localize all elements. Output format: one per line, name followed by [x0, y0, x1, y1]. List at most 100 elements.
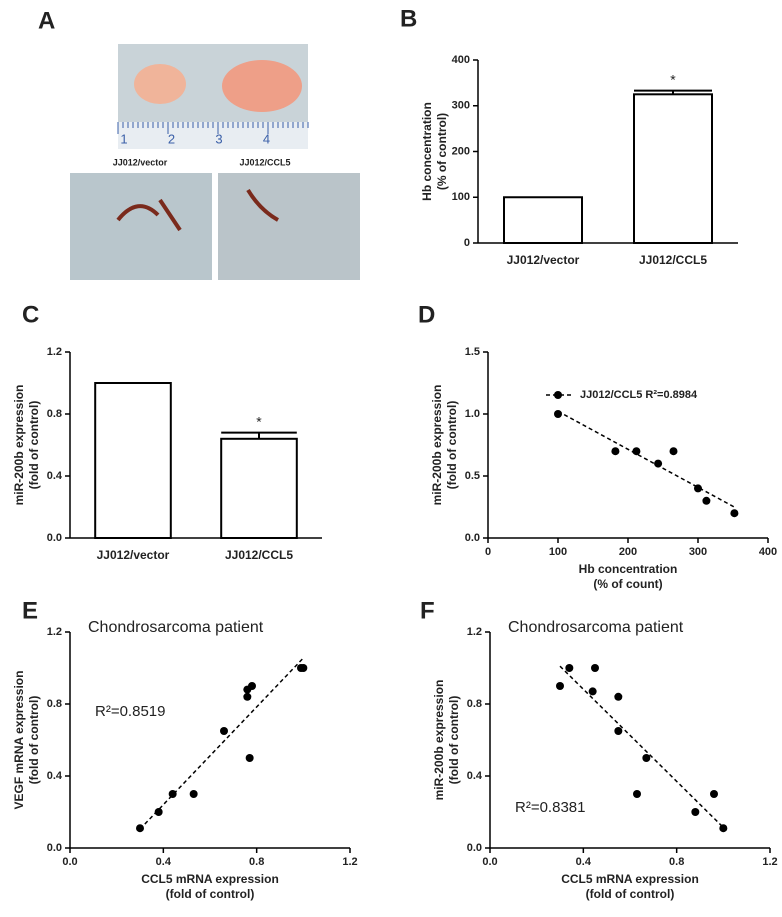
- ruler-label: 4: [263, 131, 270, 146]
- ruler-label: 2: [168, 131, 175, 146]
- x-tick-label: 0.4: [576, 856, 592, 868]
- data-point: [710, 790, 718, 798]
- panel-a-images: [70, 44, 360, 280]
- panel-label: E: [22, 597, 38, 624]
- bar: [94, 382, 172, 539]
- ruler-label: 3: [215, 131, 222, 146]
- y-tick-label: 100: [452, 191, 470, 203]
- x-tick-label: JJ012/CCL5: [225, 548, 293, 562]
- bar: [503, 196, 583, 244]
- data-point: [248, 682, 256, 690]
- data-point: [654, 459, 663, 468]
- y-tick-label: 0: [464, 237, 470, 249]
- data-point: [245, 754, 254, 762]
- r-squared-label: R²=0.8519: [95, 703, 165, 720]
- y-axis-label: (fold of control): [27, 401, 41, 490]
- panel-label: F: [420, 597, 435, 624]
- data-point: [694, 484, 702, 493]
- data-point: [702, 496, 711, 505]
- y-tick-label: 1.2: [47, 626, 62, 638]
- data-point: [632, 447, 641, 456]
- tumor-vector: [134, 64, 186, 104]
- data-point: [556, 682, 564, 690]
- x-axis-label: (% of count): [593, 577, 662, 591]
- y-tick-label: 0.5: [465, 470, 480, 482]
- y-tick-label: 1.2: [47, 346, 62, 358]
- y-tick-label: 400: [452, 54, 470, 66]
- x-tick-label: 0.0: [62, 856, 77, 868]
- y-axis-label: miR-200b expression: [430, 385, 444, 506]
- fit-line: [139, 657, 304, 830]
- y-axis-label: Hb concentration: [420, 102, 434, 201]
- x-tick-label: 0: [485, 546, 491, 558]
- x-tick-label: 0.0: [482, 856, 497, 868]
- micrograph-vector: [70, 173, 212, 280]
- x-tick-label: 100: [549, 546, 567, 558]
- data-point: [554, 410, 562, 418]
- legend-label: JJ012/CCL5 R²=0.8984: [580, 389, 698, 401]
- y-axis-label: (fold of control): [447, 696, 461, 785]
- data-point: [189, 790, 198, 798]
- x-tick-label: JJ012/CCL5: [639, 253, 707, 267]
- x-tick-label: JJ012/vector: [507, 253, 580, 267]
- y-tick-label: 1.5: [465, 346, 480, 358]
- y-axis-label: (fold of control): [27, 696, 41, 785]
- x-axis-label: (fold of control): [586, 887, 675, 901]
- y-tick-label: 0.0: [47, 842, 62, 854]
- data-point: [299, 664, 308, 672]
- y-tick-label: 1.2: [467, 626, 482, 638]
- micrograph-ccl5: [218, 173, 360, 280]
- data-point: [669, 447, 678, 456]
- fit-line: [557, 410, 735, 508]
- y-tick-label: 0.0: [465, 532, 480, 544]
- y-axis-label: (% of control): [435, 113, 449, 190]
- data-point: [168, 790, 177, 798]
- y-tick-label: 0.4: [47, 770, 63, 782]
- data-point: [588, 687, 597, 696]
- y-tick-label: 0.0: [467, 842, 482, 854]
- x-tick-label: JJ012/vector: [97, 548, 170, 562]
- annotation: Chondrosarcoma patient: [88, 619, 264, 636]
- x-tick-label: 0.8: [249, 856, 264, 868]
- legend-marker: [554, 391, 562, 399]
- y-tick-label: 0.0: [47, 532, 62, 544]
- y-tick-label: 0.8: [47, 408, 62, 420]
- data-point: [220, 727, 228, 735]
- y-tick-label: 0.4: [47, 470, 63, 482]
- x-tick-label: 1.2: [342, 856, 357, 868]
- x-tick-label: 400: [759, 546, 777, 558]
- data-point: [614, 692, 623, 701]
- x-axis-label: Hb concentration: [579, 562, 678, 576]
- data-point: [730, 509, 739, 518]
- ruler-label: 1: [120, 131, 127, 146]
- y-tick-label: 300: [452, 100, 470, 112]
- bar: [220, 437, 298, 539]
- annotation: Chondrosarcoma patient: [508, 619, 684, 636]
- r-squared-label: R²=0.8381: [515, 799, 585, 816]
- y-axis-label: miR-200b expression: [432, 680, 446, 801]
- data-point: [614, 727, 623, 735]
- x-tick-label: 300: [689, 546, 707, 558]
- y-tick-label: 0.8: [47, 698, 62, 710]
- y-axis-label: (fold of control): [445, 401, 459, 490]
- x-tick-label: 200: [619, 546, 637, 558]
- x-axis-label: CCL5 mRNA expression: [141, 872, 279, 886]
- data-point: [565, 664, 574, 672]
- image-caption: JJ012/CCL5: [239, 157, 290, 167]
- data-point: [243, 692, 252, 701]
- panel-label: C: [22, 301, 39, 328]
- y-axis-label: miR-200b expression: [12, 385, 26, 506]
- data-point: [591, 664, 599, 672]
- data-point: [719, 824, 728, 833]
- y-tick-label: 1.0: [465, 408, 480, 420]
- significance-marker: *: [256, 413, 262, 429]
- y-tick-label: 0.8: [467, 698, 482, 710]
- x-tick-label: 1.2: [762, 856, 777, 868]
- image-caption: JJ012/vector: [113, 157, 168, 167]
- data-point: [611, 447, 620, 456]
- data-point: [633, 790, 641, 798]
- bar: [633, 93, 713, 244]
- significance-marker: *: [670, 71, 676, 87]
- tumor-ccl5: [222, 60, 302, 112]
